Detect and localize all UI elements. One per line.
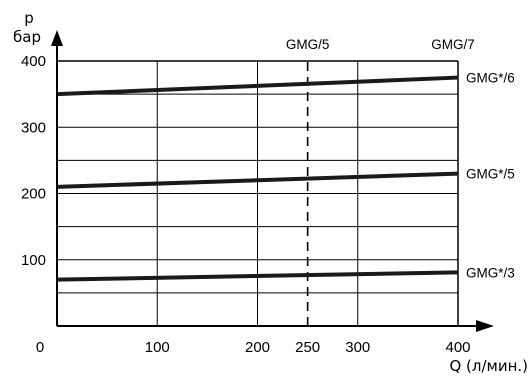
y-axis-title-symbol: p — [24, 9, 34, 27]
origin-label: 0 — [36, 339, 44, 356]
x-axis-arrow — [476, 320, 494, 332]
x-tick-label-200: 200 — [245, 339, 270, 356]
labels: p бар Q (л/мин.) 0 GMG/5 GMG/7 GMG*/6 GMG*/… — [13, 9, 528, 375]
plot-frame — [57, 60, 459, 326]
grid — [57, 61, 458, 326]
y-tick-label-200: 200 — [21, 186, 46, 203]
y-tick-label-100: 100 — [21, 252, 46, 269]
x-tick-label-100: 100 — [145, 339, 170, 356]
y-tick-label-300: 300 — [21, 119, 46, 136]
top-annotation-0: GMG/7 — [431, 37, 475, 52]
series-label-0: GMG*/6 — [466, 71, 515, 86]
x-tick-label-300: 300 — [345, 339, 370, 356]
series-line-1 — [56, 171, 459, 189]
y-axis-arrow — [51, 30, 63, 46]
series-line-0 — [56, 75, 459, 97]
reference-line-label: GMG/5 — [286, 37, 330, 52]
series-label-2: GMG*/3 — [466, 265, 515, 280]
series-lines — [56, 75, 459, 282]
axes — [51, 30, 494, 332]
x-axis-title: Q (л/мин.) — [449, 357, 528, 375]
y-axis-title-unit: бар — [13, 28, 41, 46]
series-line-2 — [56, 270, 459, 282]
x-tick-label-400: 400 — [445, 339, 470, 356]
y-tick-label-400: 400 — [21, 53, 46, 70]
series-label-1: GMG*/5 — [466, 167, 515, 182]
x-tick-label-250: 250 — [295, 339, 320, 356]
